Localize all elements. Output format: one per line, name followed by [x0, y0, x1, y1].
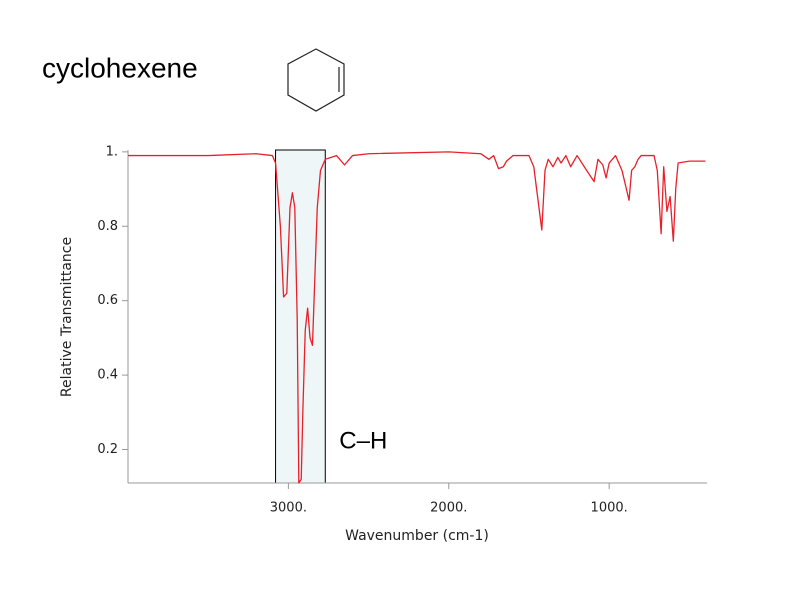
- y-tick-label: 0.2: [97, 442, 118, 457]
- chart-title: cyclohexene: [42, 52, 198, 83]
- y-axis-title: Relative Transmittance: [59, 237, 75, 397]
- x-axis-title: Wavenumber (cm-1): [345, 528, 489, 544]
- molecule-structure: [287, 48, 345, 112]
- x-tick-label: 1000.: [591, 501, 628, 516]
- y-tick-label: 0.4: [97, 368, 118, 383]
- x-tick-label: 2000.: [430, 501, 467, 516]
- y-tick-label: 1.: [106, 144, 118, 159]
- spectrum-line: [128, 151, 706, 484]
- annotation-label: C–H: [339, 427, 387, 454]
- x-tick-label: 3000.: [270, 501, 307, 516]
- y-tick-label: 0.8: [97, 219, 118, 234]
- y-tick-label: 0.6: [97, 293, 118, 308]
